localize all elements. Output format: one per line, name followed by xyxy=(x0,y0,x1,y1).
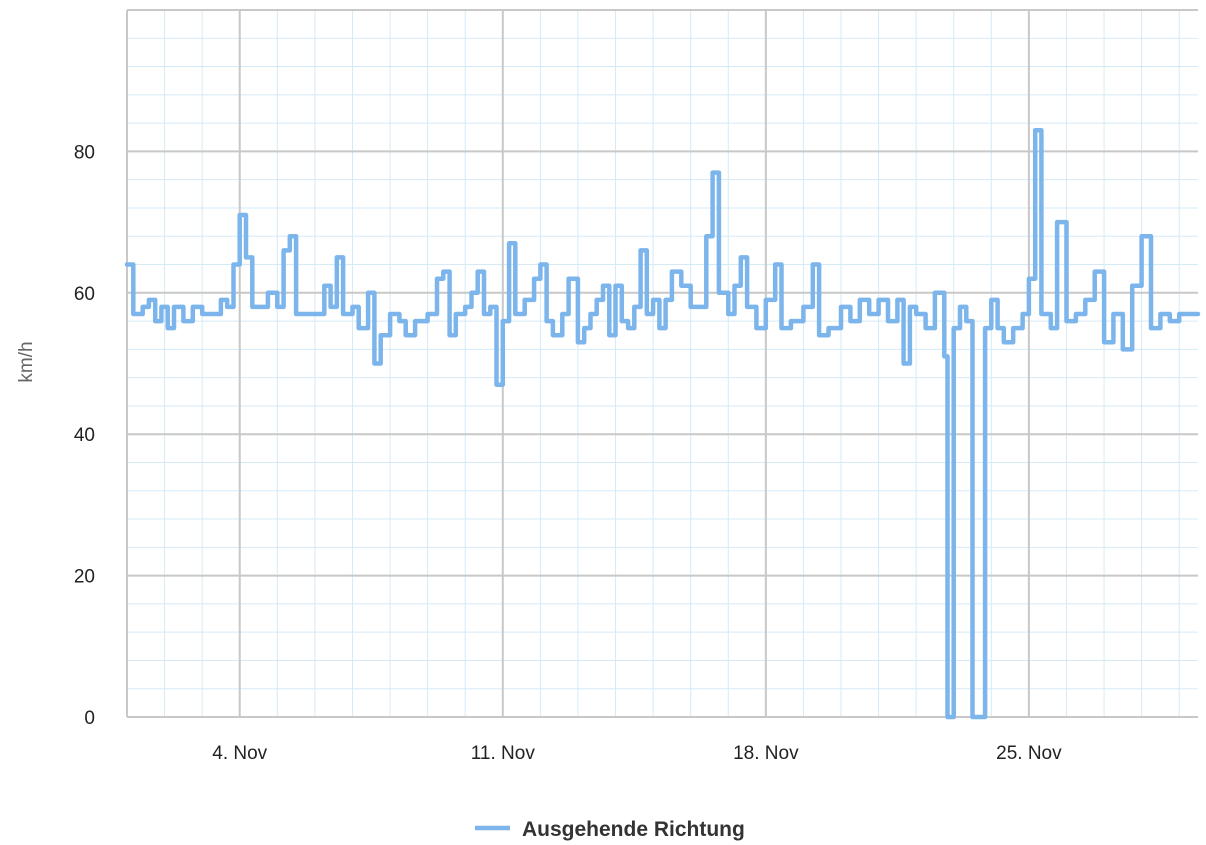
x-tick-label: 11. Nov xyxy=(471,743,536,764)
y-tick-label: 60 xyxy=(74,284,95,305)
plot-area xyxy=(124,127,1201,720)
x-tick-label: 18. Nov xyxy=(733,743,799,764)
y-tick-label: 0 xyxy=(84,708,95,729)
x-axis-ticks: 4. Nov 11. Nov 18. Nov 25. Nov xyxy=(212,743,1062,764)
y-axis-label: km/h xyxy=(16,341,37,382)
legend[interactable]: Ausgehende Richtung xyxy=(475,818,745,841)
y-axis-ticks: 0 20 40 60 80 xyxy=(74,142,95,729)
series-line-ausgehende-richtung xyxy=(124,127,1201,720)
y-tick-label: 80 xyxy=(74,142,95,163)
x-tick-label: 25. Nov xyxy=(996,743,1062,764)
x-tick-label: 4. Nov xyxy=(212,743,267,764)
chart-grid xyxy=(126,9,1198,718)
legend-label[interactable]: Ausgehende Richtung xyxy=(522,818,745,841)
y-tick-label: 20 xyxy=(74,567,95,588)
y-tick-label: 40 xyxy=(74,425,95,446)
